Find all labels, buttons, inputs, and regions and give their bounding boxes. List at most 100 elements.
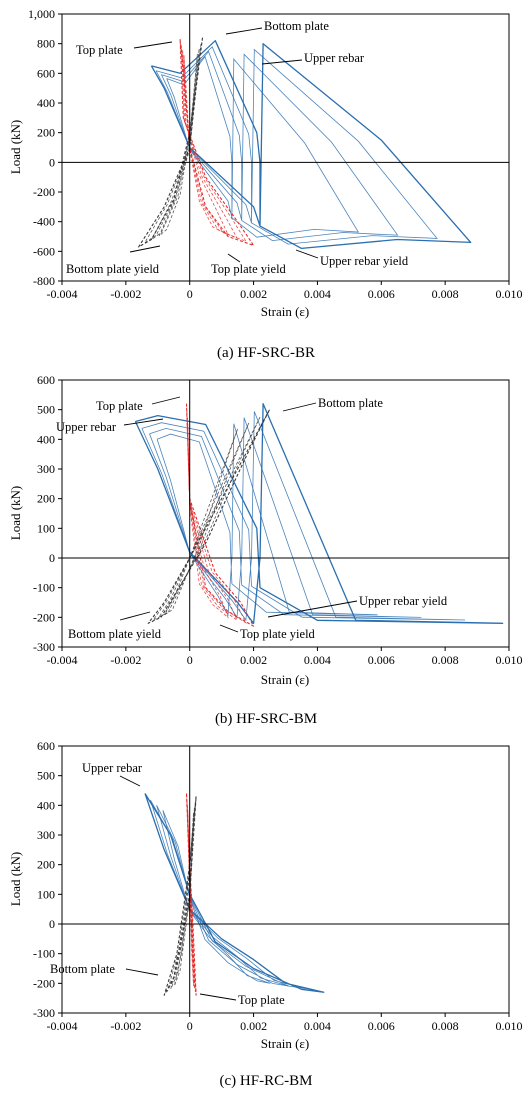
chart-b-ytick-label: 500: [37, 403, 55, 417]
chart-c-xtick-label: 0.004: [304, 1019, 331, 1033]
chart-a-xlabel: Strain (ε): [261, 304, 309, 319]
chart-c-xtick-label: -0.002: [110, 1019, 141, 1033]
chart-a-xtick-label: 0.010: [496, 287, 523, 301]
chart-c-annotations: Upper rebar Bottom plate Top plate: [50, 761, 285, 1007]
chart-c-ytick-label: 300: [37, 828, 55, 842]
chart-a-series-bottom-plate: [138, 37, 204, 248]
chart-a-xtick-label: -0.004: [47, 287, 78, 301]
chart-a: -0.004 -0.002 0 0.002 0.004 0.006 0.008 0.010 -8…: [8, 7, 523, 361]
annot-upper-rebar-yield: Upper rebar yield: [320, 254, 409, 268]
chart-a-ytick-label: 0: [49, 155, 55, 169]
annot-top-plate: Top plate: [96, 399, 143, 413]
chart-a-ytick-label: 400: [37, 96, 55, 110]
chart-a-ytick-label: 600: [37, 66, 55, 80]
chart-b-series-top-plate-cycle: [186, 411, 247, 624]
chart-b-xlabel: Strain (ε): [261, 672, 309, 687]
chart-b-ytick-label: 100: [37, 521, 55, 535]
annot-top-plate: Top plate: [76, 43, 123, 57]
chart-b-series: [134, 403, 504, 627]
chart-c-ytick-label: 500: [37, 769, 55, 783]
chart-b-xtick-label: -0.004: [47, 653, 78, 667]
chart-c-xtick-label: 0.006: [368, 1019, 395, 1033]
annot-upper-rebar: Upper rebar: [82, 761, 143, 775]
chart-b-series-top-plate-cycle: [187, 423, 229, 619]
chart-c-ytick-label: -100: [33, 947, 55, 961]
chart-b-xtick-label: 0.008: [432, 653, 459, 667]
chart-b-xtick-label: 0.002: [240, 653, 267, 667]
chart-a-series-top-plate-cycle: [183, 55, 229, 236]
annot-bottom-plate: Bottom plate: [318, 396, 383, 410]
chart-b-ytick-label: 400: [37, 432, 55, 446]
chart-b: -0.004 -0.002 0 0.002 0.004 0.006 0.008 0.010 -3…: [8, 373, 523, 727]
chart-b-xtick-label: 0.010: [496, 653, 523, 667]
chart-a-xtick-label: 0.008: [432, 287, 459, 301]
chart-c-ytick-label: -300: [33, 1006, 55, 1020]
chart-a-plot-area: [61, 13, 510, 282]
chart-c-xtick-label: 0: [187, 1019, 193, 1033]
chart-a-xtick-label: 0: [187, 287, 193, 301]
chart-b-ytick-label: 600: [37, 373, 55, 387]
chart-b-axes: -0.004 -0.002 0 0.002 0.004 0.006 0.008 0.010 -3…: [33, 373, 523, 667]
chart-b-ytick-label: -200: [33, 610, 55, 624]
chart-b-series-upper-rebar: [134, 403, 504, 624]
chart-b-caption: (b) HF-SRC-BM: [215, 711, 317, 727]
chart-c-series-upper-rebar-cycle: [150, 799, 308, 990]
chart-a-arrows: [129, 27, 319, 263]
chart-a-series: [138, 37, 472, 250]
chart-a-ylabel: Load (kN): [8, 120, 23, 175]
chart-b-series-upper-rebar-cycle: [141, 411, 466, 622]
chart-b-xtick-label: 0.004: [304, 653, 331, 667]
chart-a-caption: (a) HF-SRC-BR: [217, 345, 315, 361]
chart-b-xtick-label: 0: [187, 653, 193, 667]
chart-c-series: [144, 793, 325, 996]
chart-a-xtick-label: 0.004: [304, 287, 331, 301]
chart-c-axes: -0.004 -0.002 0 0.002 0.004 0.006 0.008 0.010 -3…: [33, 739, 523, 1033]
chart-c-ytick-label: 0: [49, 917, 55, 931]
chart-b-ytick-label: 0: [49, 551, 55, 565]
chart-c: -0.004 -0.002 0 0.002 0.004 0.006 0.008 0.010 -3…: [8, 739, 523, 1089]
chart-c-plot-area: [61, 745, 510, 1014]
chart-b-series-bottom-plate: [147, 409, 270, 624]
chart-a-xtick-label: -0.002: [110, 287, 141, 301]
annot-top-plate: Top plate: [238, 993, 285, 1007]
annot-bottom-plate: Bottom plate: [50, 962, 115, 976]
chart-a-annotations: Bottom plate Upper rebar Top plate Botto…: [66, 19, 409, 276]
chart-a-series-upper-rebar: [150, 40, 472, 250]
chart-b-ytick-label: -300: [33, 640, 55, 654]
chart-b-xtick-label: 0.006: [368, 653, 395, 667]
chart-a-ytick-label: -800: [33, 274, 55, 288]
chart-b-ytick-label: -100: [33, 581, 55, 595]
chart-c-ylabel: Load (kN): [8, 852, 23, 907]
chart-b-series-top-plate-cycle: [187, 417, 238, 622]
annot-upper-rebar-yield: Upper rebar yield: [359, 594, 448, 608]
chart-a-series-upper-rebar-cycle: [166, 55, 360, 238]
chart-c-xtick-label: 0.002: [240, 1019, 267, 1033]
chart-b-series-bottom-plate-cycle: [164, 428, 238, 616]
chart-c-caption: (c) HF-RC-BM: [220, 1073, 313, 1089]
chart-c-xtick-label: 0.010: [496, 1019, 523, 1033]
chart-b-ylabel: Load (kN): [8, 486, 23, 541]
chart-b-ytick-label: 300: [37, 462, 55, 476]
annot-upper-rebar: Upper rebar: [304, 51, 365, 65]
chart-c-ytick-label: 400: [37, 798, 55, 812]
chart-a-series-top-plate-cycle: [182, 50, 238, 239]
annot-bottom-plate: Bottom plate: [264, 19, 329, 33]
chart-c-ytick-label: 100: [37, 887, 55, 901]
annot-upper-rebar: Upper rebar: [56, 420, 117, 434]
chart-c-ytick-label: 600: [37, 739, 55, 753]
chart-a-series-upper-rebar-cycle: [155, 46, 438, 245]
chart-a-series-bottom-plate-cycle: [151, 48, 200, 240]
chart-a-ytick-label: 800: [37, 37, 55, 51]
chart-a-ytick-label: 1,000: [28, 7, 55, 21]
annot-bottom-plate-yield: Bottom plate yield: [66, 262, 160, 276]
chart-c-xtick-label: 0.008: [432, 1019, 459, 1033]
chart-a-ytick-label: -200: [33, 185, 55, 199]
annot-top-plate-yield: Top plate yield: [211, 262, 287, 276]
annot-top-plate-yield: Top plate yield: [240, 627, 316, 641]
chart-c-ytick-label: -200: [33, 976, 55, 990]
chart-b-plot-area: [61, 379, 510, 648]
chart-a-series-bottom-plate-cycle: [158, 53, 198, 237]
chart-c-xtick-label: -0.004: [47, 1019, 78, 1033]
chart-c-ytick-label: 200: [37, 858, 55, 872]
